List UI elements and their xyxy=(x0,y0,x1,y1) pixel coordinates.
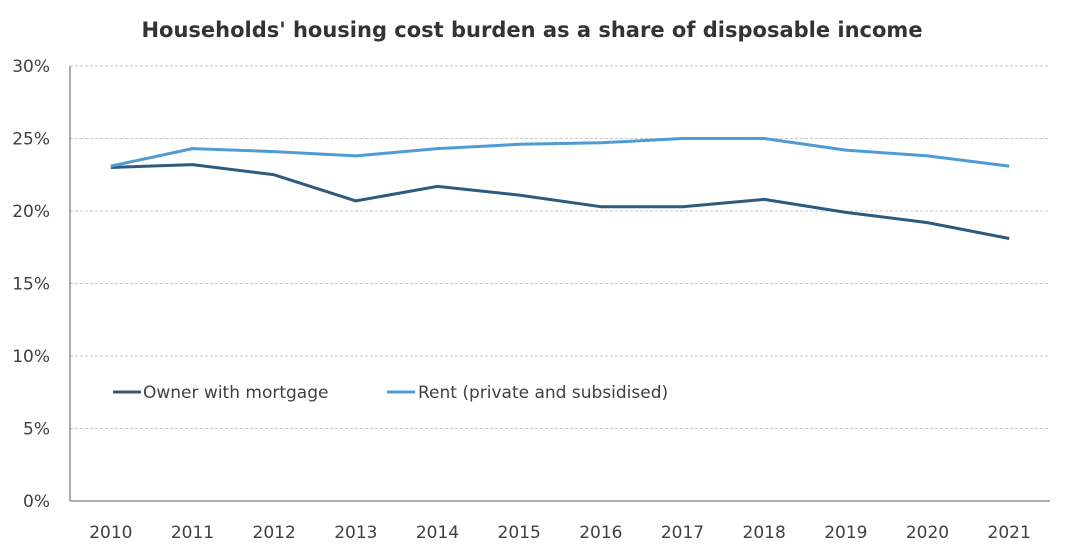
x-tick-label: 2019 xyxy=(824,523,867,543)
y-tick-label: 5% xyxy=(23,420,50,440)
x-tick-label: 2018 xyxy=(743,523,786,543)
x-tick-label: 2020 xyxy=(906,523,949,543)
x-tick-label: 2012 xyxy=(253,523,296,543)
chart-title: Households' housing cost burden as a sha… xyxy=(141,18,922,42)
gridlines xyxy=(70,65,1050,429)
x-tick-label: 2010 xyxy=(89,523,132,543)
y-tick-label: 10% xyxy=(12,347,50,367)
series-lines xyxy=(110,137,1010,240)
legend: Owner with mortgage Rent (private and su… xyxy=(113,383,668,403)
y-tick-label: 20% xyxy=(12,202,50,222)
legend-label-owner-with-mortgage: Owner with mortgage xyxy=(143,383,328,403)
y-axis-ticks: 0% 5% 10% 15% 20% 25% 30% xyxy=(12,57,50,512)
x-tick-label: 2011 xyxy=(171,523,214,543)
legend-label-rent: Rent (private and subsidised) xyxy=(418,383,668,403)
y-tick-label: 25% xyxy=(12,130,50,150)
y-tick-label: 30% xyxy=(12,57,50,77)
x-tick-label: 2017 xyxy=(661,523,704,543)
x-tick-label: 2013 xyxy=(334,523,377,543)
x-tick-label: 2015 xyxy=(498,523,541,543)
series-line-owner-with-mortgage xyxy=(110,163,1010,240)
x-axis-ticks: 2010 2011 2012 2013 2014 2015 2016 2017 2018 2019… xyxy=(89,523,1031,543)
x-tick-label: 2021 xyxy=(988,523,1031,543)
y-tick-label: 15% xyxy=(12,275,50,295)
series-line-rent xyxy=(110,137,1010,168)
y-tick-label: 0% xyxy=(23,492,50,512)
x-tick-label: 2016 xyxy=(579,523,622,543)
x-tick-label: 2014 xyxy=(416,523,459,543)
